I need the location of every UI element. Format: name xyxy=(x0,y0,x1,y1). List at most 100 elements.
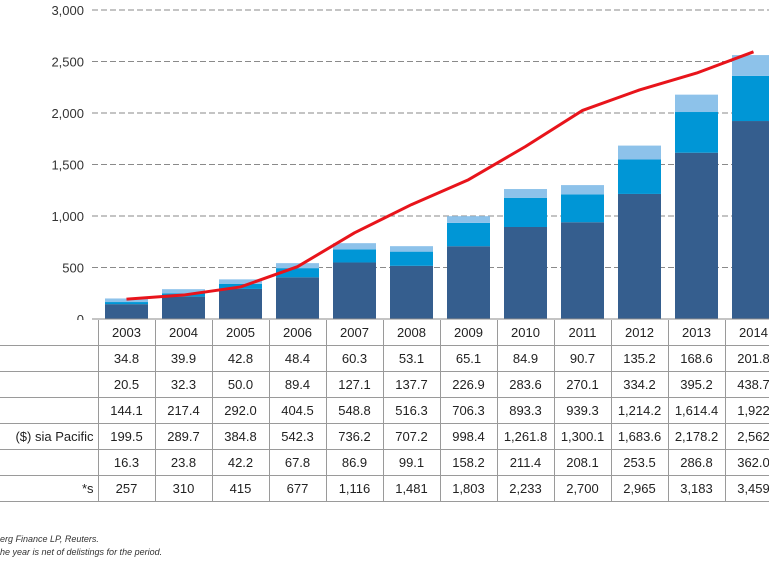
bar-segment xyxy=(105,302,148,305)
bar-segment xyxy=(504,226,547,319)
table-cell: 1,261.8 xyxy=(496,423,555,450)
footnote-source: erg Finance LP, Reuters. xyxy=(0,534,99,544)
bar-segment xyxy=(618,145,661,160)
table-cell: 736.2 xyxy=(325,423,384,450)
row-label xyxy=(0,371,99,398)
table-cell: 20.5 xyxy=(97,371,156,398)
bar-segment xyxy=(618,193,661,319)
row-label: s* xyxy=(0,475,99,502)
footnote-listings: he year is net of delistings for the per… xyxy=(0,547,163,557)
table-cell: 90.7 xyxy=(553,345,612,372)
table-cell: 548.8 xyxy=(325,397,384,424)
bar-segment xyxy=(276,268,319,278)
bar-segment xyxy=(219,279,262,284)
table-cell: 2,178.2 xyxy=(667,423,726,450)
table-cell: 199.5 xyxy=(97,423,156,450)
bar-segment xyxy=(732,55,769,76)
table-cell: 257 xyxy=(97,475,156,502)
bar-segment xyxy=(219,288,262,319)
table-cell: 2,700 xyxy=(553,475,612,502)
bar-segment xyxy=(732,121,769,319)
year-header: 2005 xyxy=(211,320,270,346)
table-cell: 217.4 xyxy=(154,397,213,424)
bar-segment xyxy=(390,251,433,266)
table-cell: 137.7 xyxy=(382,371,441,398)
table-cell: 86.9 xyxy=(325,449,384,476)
y-tick-label: 1,000 xyxy=(51,209,84,224)
bar-segment xyxy=(390,246,433,252)
table-cell: 3,183 xyxy=(667,475,726,502)
table-cell: 34.8 xyxy=(97,345,156,372)
row-label xyxy=(0,345,99,372)
table-cell: 384.8 xyxy=(211,423,270,450)
row-label xyxy=(0,449,99,476)
bar-segment xyxy=(447,222,490,247)
year-header: 2011 xyxy=(553,320,612,346)
table-cell: 3,459 xyxy=(724,475,769,502)
table-cell: 362.0 xyxy=(724,449,769,476)
bar-segment xyxy=(561,194,604,223)
table-row: 20.5 32.3 50.0 89.4 127.1 137.7 226.9 283.6 270.… xyxy=(0,371,769,398)
table-cell: 158.2 xyxy=(439,449,498,476)
bar-segment xyxy=(618,159,661,194)
bar-segment xyxy=(162,296,205,319)
table-cell: 404.5 xyxy=(268,397,327,424)
bar-segment xyxy=(447,246,490,319)
table-row: 34.8 39.9 42.8 48.4 60.3 53.1 65.1 84.9 90.7 135.… xyxy=(0,345,769,372)
table-cell: 1,683.6 xyxy=(610,423,669,450)
table-cell: 2,562 xyxy=(724,423,769,450)
line-series xyxy=(126,50,755,301)
table-cell: 89.4 xyxy=(268,371,327,398)
table-cell: 23.8 xyxy=(154,449,213,476)
table-cell: 542.3 xyxy=(268,423,327,450)
table-cell: 415 xyxy=(211,475,270,502)
year-header: 2008 xyxy=(382,320,441,346)
table-cell: 42.8 xyxy=(211,345,270,372)
table-cell: 253.5 xyxy=(610,449,669,476)
y-tick-label: 1,500 xyxy=(51,158,84,173)
bar-segment xyxy=(390,265,433,319)
bar-segment xyxy=(675,152,718,319)
row-label xyxy=(0,397,99,424)
table-cell: 706.3 xyxy=(439,397,498,424)
table-cell: 998.4 xyxy=(439,423,498,450)
table-cell: 334.2 xyxy=(610,371,669,398)
header-label xyxy=(0,320,99,346)
year-header: 2004 xyxy=(154,320,213,346)
year-header: 2007 xyxy=(325,320,384,346)
table-cell: 1,481 xyxy=(382,475,441,502)
y-tick-label: 500 xyxy=(62,261,84,276)
table-cell: 289.7 xyxy=(154,423,213,450)
table-cell: 42.2 xyxy=(211,449,270,476)
year-header: 2014 xyxy=(724,320,769,346)
table-row: sia Pacific ($) 199.5 289.7 384.8 542.3 736.2… xyxy=(0,423,769,450)
table-cell: 16.3 xyxy=(97,449,156,476)
bar-segment xyxy=(333,262,376,319)
table-cell: 893.3 xyxy=(496,397,555,424)
table-cell: 32.3 xyxy=(154,371,213,398)
table-row: 144.1 217.4 292.0 404.5 548.8 516.3 706.3 893.3… xyxy=(0,397,769,424)
bar-segment xyxy=(333,249,376,263)
table-cell: 168.6 xyxy=(667,345,726,372)
y-tick-label: 2,500 xyxy=(51,55,84,70)
row-label: sia Pacific ($) xyxy=(0,423,99,450)
year-header: 2013 xyxy=(667,320,726,346)
table-cell: 283.6 xyxy=(496,371,555,398)
table-cell: 50.0 xyxy=(211,371,270,398)
table-cell: 127.1 xyxy=(325,371,384,398)
table-cell: 707.2 xyxy=(382,423,441,450)
bar-segment xyxy=(561,222,604,319)
table-cell: 211.4 xyxy=(496,449,555,476)
table-cell: 144.1 xyxy=(97,397,156,424)
year-header: 2009 xyxy=(439,320,498,346)
table-cell: 1,116 xyxy=(325,475,384,502)
table-cell: 84.9 xyxy=(496,345,555,372)
table-cell: 438.7 xyxy=(724,371,769,398)
year-header: 2006 xyxy=(268,320,327,346)
table-cell: 67.8 xyxy=(268,449,327,476)
bar-segment xyxy=(504,189,547,198)
bar-segment xyxy=(105,304,148,319)
year-header: 2012 xyxy=(610,320,669,346)
table-cell: 39.9 xyxy=(154,345,213,372)
table-cell: 208.1 xyxy=(553,449,612,476)
